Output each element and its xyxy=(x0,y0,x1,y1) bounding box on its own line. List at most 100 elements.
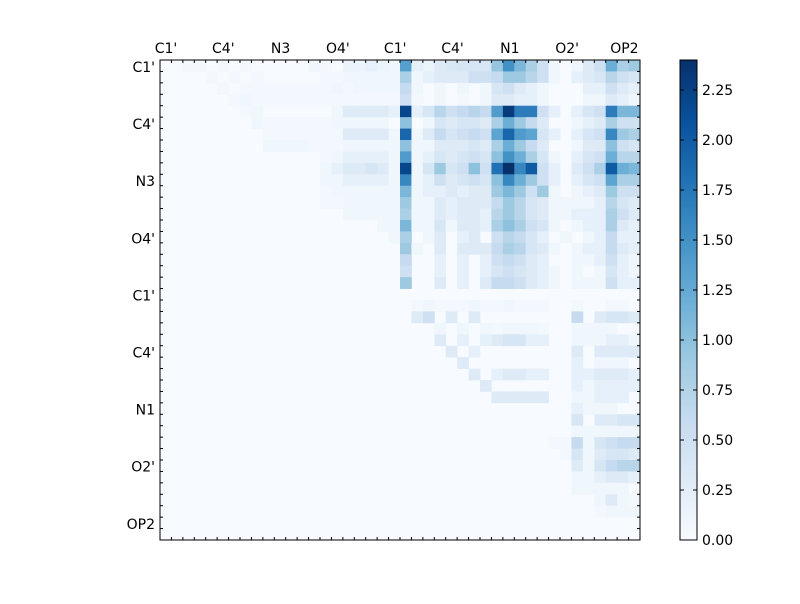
heatmap-cell xyxy=(605,197,618,209)
heatmap-cell xyxy=(377,140,389,152)
heatmap-cell xyxy=(457,231,469,244)
heatmap-cell xyxy=(480,334,492,347)
heatmap-cell xyxy=(582,220,595,232)
y-tick-label: N1 xyxy=(136,403,155,419)
heatmap-cell xyxy=(571,322,584,335)
heatmap-cell xyxy=(537,82,549,95)
heatmap-cell xyxy=(548,71,561,84)
heatmap-cell xyxy=(525,254,538,267)
heatmap-cell xyxy=(411,220,424,232)
heatmap-cell xyxy=(434,300,447,312)
heatmap-cell xyxy=(594,162,607,175)
heatmap-cell xyxy=(480,117,492,129)
heatmap-cell xyxy=(514,82,527,95)
x-tick-label: C4' xyxy=(441,41,464,57)
heatmap-cell xyxy=(480,174,492,187)
colorbar-tick-label: 1.75 xyxy=(702,183,733,199)
heatmap-cell xyxy=(605,128,618,141)
heatmap-cell xyxy=(480,300,492,312)
heatmap-cell xyxy=(377,220,389,232)
heatmap-cell xyxy=(537,208,549,221)
heatmap-cell xyxy=(434,254,447,267)
heatmap-cell xyxy=(502,174,515,187)
heatmap-cell xyxy=(502,128,515,141)
colorbar-tick-label: 2.25 xyxy=(702,83,733,99)
heatmap-cell xyxy=(594,94,607,107)
heatmap-cell xyxy=(628,220,641,232)
heatmap-cell xyxy=(194,60,207,72)
heatmap-cell xyxy=(571,117,584,129)
heatmap-cell xyxy=(617,265,629,278)
heatmap-cell xyxy=(594,437,607,449)
heatmap-cell xyxy=(434,265,447,278)
heatmap-cell xyxy=(411,82,424,95)
heatmap-cell xyxy=(594,357,607,369)
heatmap-cell xyxy=(605,368,618,381)
heatmap-cell xyxy=(594,402,607,415)
heatmap-cell xyxy=(537,105,549,118)
heatmap-cell xyxy=(468,174,481,187)
heatmap-cell xyxy=(617,300,629,312)
heatmap-cell xyxy=(502,94,515,107)
heatmap-cell xyxy=(571,242,584,255)
heatmap-cell xyxy=(594,71,607,84)
heatmap-cell xyxy=(605,300,618,312)
heatmap-cell xyxy=(388,128,401,141)
heatmap-cell xyxy=(628,151,641,164)
heatmap-cell xyxy=(548,185,561,198)
heatmap-cell xyxy=(422,140,435,152)
heatmap-cell xyxy=(297,82,309,95)
heatmap-cell xyxy=(582,460,595,472)
heatmap-cell xyxy=(365,185,378,198)
heatmap-cell xyxy=(605,448,618,461)
heatmap-cell xyxy=(537,254,549,267)
heatmap-cell xyxy=(457,208,469,221)
heatmap-cell xyxy=(377,185,389,198)
heatmap-cell xyxy=(617,494,629,507)
heatmap-cell xyxy=(628,471,641,484)
heatmap-cell xyxy=(434,94,447,107)
heatmap-cell xyxy=(582,322,595,335)
heatmap-cell xyxy=(525,60,538,72)
heatmap-cell xyxy=(434,242,447,255)
heatmap-cell xyxy=(400,242,412,255)
heatmap-cell xyxy=(617,425,629,438)
heatmap-cell xyxy=(331,140,344,152)
heatmap-cell xyxy=(502,117,515,129)
heatmap-cell xyxy=(502,71,515,84)
y-tick-labels: C1' C4' N3 O4' C1' C4' N1 O2' OP2 xyxy=(127,60,155,533)
heatmap-cell xyxy=(400,265,412,278)
heatmap-cell xyxy=(365,162,378,175)
heatmap-cell xyxy=(468,71,481,84)
heatmap-cell xyxy=(605,380,618,392)
x-tick-label: OP2 xyxy=(610,41,638,57)
heatmap-cell xyxy=(388,174,401,187)
heatmap-cell xyxy=(594,117,607,129)
heatmap-cell xyxy=(628,208,641,221)
heatmap-cell xyxy=(605,105,618,118)
heatmap-cell xyxy=(605,460,618,472)
heatmap-cell xyxy=(285,140,298,152)
heatmap-cell xyxy=(388,94,401,107)
heatmap-cell xyxy=(251,82,264,95)
heatmap-cell xyxy=(480,71,492,84)
heatmap-cell xyxy=(388,60,401,72)
heatmap-cell xyxy=(594,505,607,518)
heatmap-cell xyxy=(571,254,584,267)
heatmap-cell xyxy=(571,174,584,187)
heatmap-cell xyxy=(468,197,481,209)
heatmap-cell xyxy=(537,300,549,312)
heatmap-cell xyxy=(400,82,412,95)
heatmap-cell xyxy=(422,174,435,187)
heatmap-cell xyxy=(377,117,389,129)
heatmap-cell xyxy=(422,311,435,324)
heatmap-cell xyxy=(537,128,549,141)
heatmap-cell xyxy=(331,94,344,107)
heatmap-cell xyxy=(582,368,595,381)
heatmap-cell xyxy=(285,128,298,141)
heatmap-cell xyxy=(594,380,607,392)
heatmap-cell xyxy=(537,174,549,187)
heatmap-cell xyxy=(388,220,401,232)
x-tick-labels: C1' C4' N3 O4' C1' C4' N1 O2' OP2 xyxy=(155,41,639,57)
